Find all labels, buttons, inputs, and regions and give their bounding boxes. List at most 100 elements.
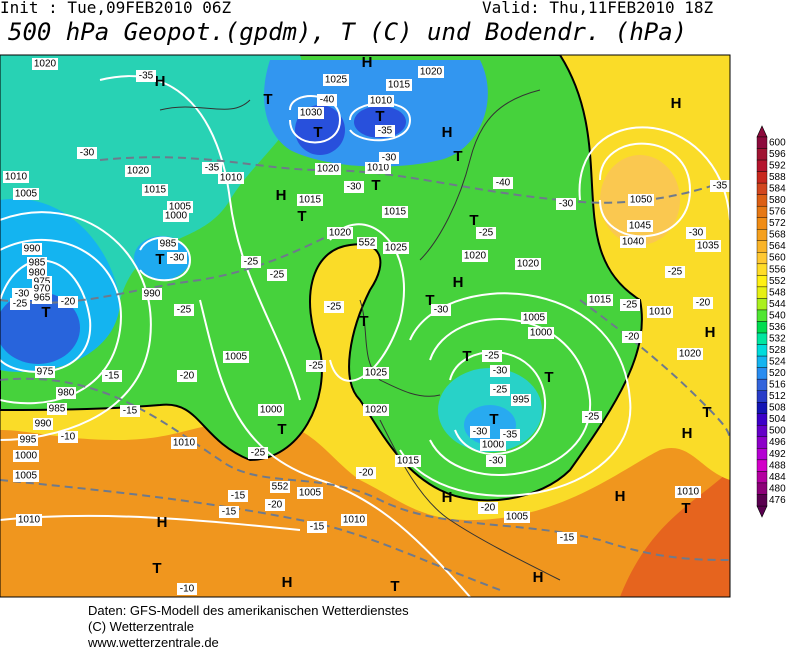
legend-swatch [756,367,768,380]
contour-label: 1015 [388,80,411,91]
contour-label: -40 [320,95,335,106]
contour-label: 1000 [15,451,38,462]
legend-label: 492 [769,449,786,460]
high-marker: H [453,274,464,291]
low-marker: T [155,251,164,268]
contour-label: 552 [272,482,289,493]
contour-label: -25 [479,228,494,239]
contour-label: 1005 [15,189,38,200]
contour-label: -40 [496,178,511,189]
legend-swatch [756,390,768,403]
contour-label: 552 [359,238,376,249]
isotherm [0,229,341,304]
contour-label: -20 [696,298,711,309]
isotherm [99,156,730,204]
contour-label: 1045 [629,221,652,232]
contour-label: 1015 [589,295,612,306]
legend-label: 500 [769,426,786,437]
label-box [515,258,541,270]
footer-line: www.wetterzentrale.de [87,635,219,648]
map-title: 500 hPa Geopot.(gpdm), T (C) und Bodendr… [8,18,687,46]
label-box [418,66,444,78]
label-box [431,304,451,316]
legend-swatch [756,459,768,472]
low-marker: T [390,578,399,595]
high-marker: H [705,324,716,341]
isobar [199,299,471,597]
contour-label: -25 [244,257,259,268]
contour-label: 1005 [225,352,248,363]
color-legend: 6005965925885845805765725685645605565525… [756,125,786,518]
label-box [177,583,197,595]
legend-swatch [756,436,768,449]
contour-label: 1010 [370,96,393,107]
label-box [628,194,654,206]
label-box [35,366,55,378]
isobar [599,142,692,238]
contour-label: -30 [382,153,397,164]
contour-label: 1020 [464,251,487,262]
legend-swatch [756,252,768,265]
low-marker: T [313,124,322,141]
contour-label: 1000 [165,211,188,222]
contour-label: 1025 [325,75,348,86]
contour-label: -25 [13,299,28,310]
label-box [557,532,577,544]
legend-arrow [756,505,768,518]
label-box [383,242,409,254]
contour-label: -25 [309,361,324,372]
contour-label: 1010 [5,172,28,183]
label-box [241,256,261,268]
label-box [32,292,52,304]
legend-swatch [756,275,768,288]
label-box [3,171,29,183]
legend-label: 556 [769,264,786,275]
contour-label: -25 [251,448,266,459]
label-box [363,404,389,416]
legend-label: 600 [769,137,786,148]
contour-label: -15 [231,491,246,502]
isobar [449,351,547,455]
label-box [462,250,488,262]
legend-label: 536 [769,322,786,333]
low-marker: T [489,411,498,428]
label-box [470,426,490,438]
label-box [120,405,140,417]
contour-label: 970 [34,284,51,295]
legend-label: 560 [769,253,786,264]
label-box [125,165,151,177]
legend-label: 504 [769,414,786,425]
contour-label: 1020 [329,228,352,239]
label-box [163,210,189,222]
contour-label: 1005 [523,313,546,324]
contour-label: -25 [585,412,600,423]
contour-label: -10 [61,432,76,443]
legend-swatch [756,205,768,218]
label-box [27,257,47,269]
contour-label: 985 [49,404,66,415]
contour-label: 1010 [173,438,196,449]
contour-label: -30 [347,182,362,193]
label-box [323,74,349,86]
label-box [490,384,510,396]
contour-label: 1015 [397,456,420,467]
high-marker: H [157,514,168,531]
label-box [18,434,38,446]
contour-label: -15 [310,522,325,533]
label-box [693,297,713,309]
label-box [248,447,268,459]
contour-label: 1020 [365,405,388,416]
label-box [167,252,187,264]
label-box [307,521,327,533]
legend-swatch [756,309,768,322]
contour-label: -15 [560,533,575,544]
contour-label: 1000 [482,440,505,451]
label-box [620,236,646,248]
contour-label: -20 [359,468,374,479]
legend-swatch [756,355,768,368]
label-box [56,387,76,399]
legend-swatch [756,378,768,391]
contour-label: -20 [481,503,496,514]
legend-swatch [756,494,768,507]
